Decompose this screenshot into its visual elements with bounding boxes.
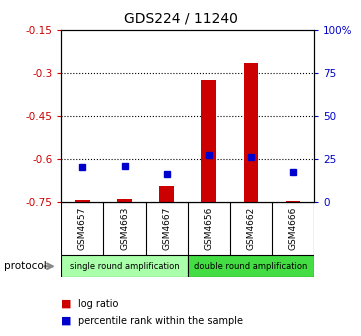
Text: double round amplification: double round amplification <box>194 262 308 271</box>
Text: percentile rank within the sample: percentile rank within the sample <box>78 316 243 326</box>
Bar <box>61 255 188 277</box>
Text: GDS224 / 11240: GDS224 / 11240 <box>123 12 238 26</box>
Text: GSM4662: GSM4662 <box>247 207 255 250</box>
Bar <box>159 186 174 202</box>
Text: GSM4656: GSM4656 <box>204 207 213 250</box>
Text: GSM4657: GSM4657 <box>78 207 87 250</box>
Text: GSM4663: GSM4663 <box>120 207 129 250</box>
Bar <box>244 63 258 202</box>
Text: single round amplification: single round amplification <box>70 262 179 271</box>
Text: log ratio: log ratio <box>78 299 118 309</box>
Bar <box>188 255 314 277</box>
Bar <box>286 201 300 202</box>
Text: GSM4667: GSM4667 <box>162 207 171 250</box>
Bar <box>75 200 90 202</box>
Bar <box>117 199 132 202</box>
Text: protocol: protocol <box>4 261 46 271</box>
Text: ■: ■ <box>61 299 72 309</box>
Text: GSM4666: GSM4666 <box>288 207 297 250</box>
Text: ■: ■ <box>61 316 72 326</box>
Bar <box>201 80 216 202</box>
